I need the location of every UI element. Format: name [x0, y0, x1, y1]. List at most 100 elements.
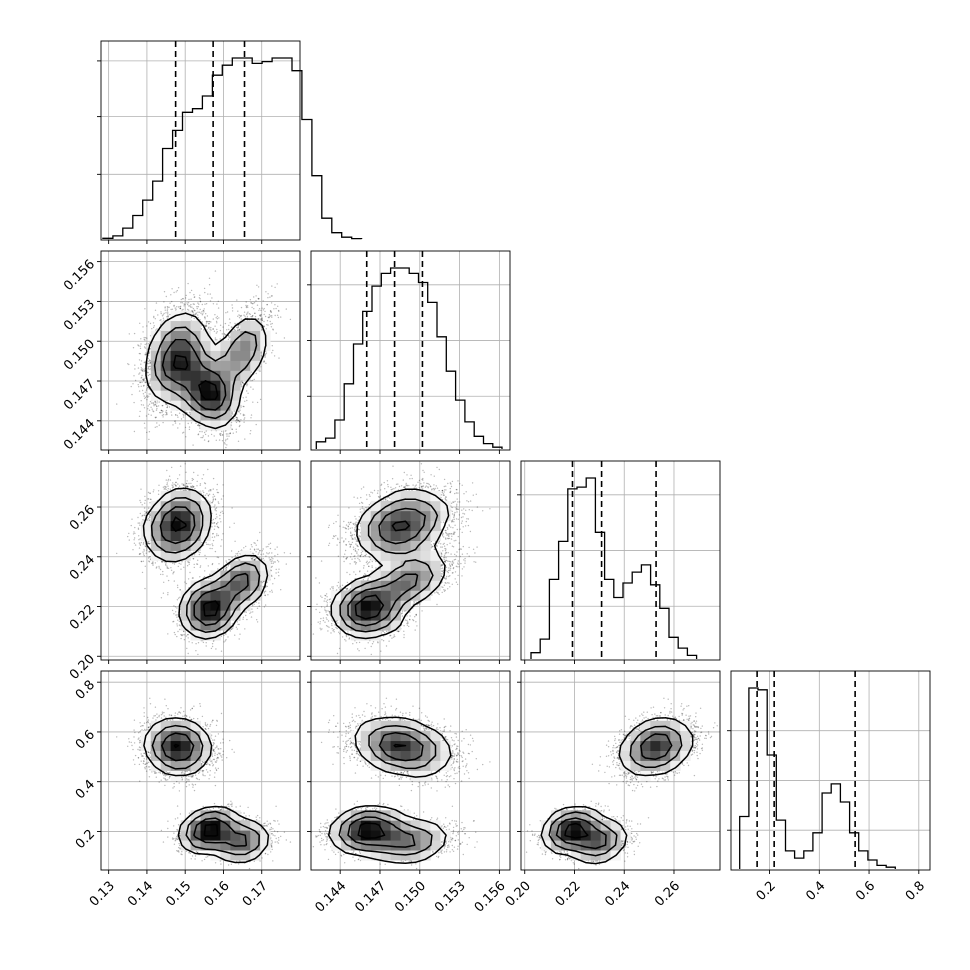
- scatter-point: [449, 569, 451, 571]
- density-cell: [160, 360, 172, 371]
- scatter-point: [217, 501, 219, 503]
- scatter-point: [440, 555, 442, 558]
- scatter-point: [436, 817, 439, 819]
- scatter-point: [156, 405, 158, 408]
- scatter-point: [191, 718, 193, 721]
- scatter-point: [426, 724, 428, 726]
- scatter-point: [160, 714, 163, 716]
- scatter-point: [143, 760, 145, 762]
- scatter-point: [251, 557, 253, 560]
- scatter-point: [202, 769, 205, 772]
- scatter-point: [210, 760, 212, 763]
- scatter-point: [209, 300, 212, 302]
- scatter-point: [207, 565, 209, 567]
- scatter-point: [147, 751, 150, 753]
- scatter-point: [149, 703, 152, 705]
- scatter-point: [582, 804, 585, 806]
- scatter-point: [208, 493, 211, 495]
- scatter-point: [143, 507, 146, 509]
- scatter-point: [320, 617, 322, 620]
- scatter-point: [355, 573, 357, 576]
- density-cell: [430, 520, 441, 532]
- scatter-point: [449, 841, 452, 843]
- scatter-point: [390, 634, 392, 637]
- scatter-point: [388, 640, 390, 642]
- density-cell: [240, 600, 251, 611]
- scatter-point: [325, 826, 327, 829]
- scatter-point: [358, 714, 360, 717]
- scatter-point: [168, 475, 171, 477]
- scatter-point: [174, 307, 176, 309]
- scatter-point: [427, 783, 429, 785]
- scatter-point: [458, 542, 460, 544]
- scatter-point: [238, 421, 241, 423]
- density-cell: [240, 590, 251, 601]
- density-cell: [180, 740, 191, 751]
- scatter-point: [212, 750, 215, 752]
- scatter-point: [447, 825, 449, 827]
- scatter-point: [221, 510, 223, 512]
- scatter-point: [391, 637, 393, 639]
- scatter-point: [443, 542, 445, 545]
- scatter-point: [222, 738, 224, 740]
- scatter-point: [138, 742, 141, 744]
- scatter-point: [153, 405, 155, 407]
- scatter-point: [285, 839, 287, 841]
- scatter-point: [350, 543, 353, 546]
- density-cell: [390, 490, 401, 502]
- scatter-point: [145, 762, 148, 764]
- scatter-point: [442, 586, 444, 589]
- scatter-point: [217, 733, 220, 735]
- scatter-point: [422, 477, 424, 480]
- scatter-point: [155, 405, 158, 407]
- scatter-point: [244, 438, 246, 440]
- scatter-point: [345, 544, 347, 546]
- scatter-point: [173, 631, 176, 634]
- scatter-point: [331, 624, 333, 627]
- scatter-point: [201, 770, 203, 772]
- scatter-point: [272, 562, 274, 565]
- scatter-point: [249, 299, 252, 301]
- scatter-point: [415, 621, 417, 623]
- density-cell: [420, 520, 431, 532]
- density-cell: [360, 510, 372, 522]
- scatter-point: [328, 824, 330, 827]
- scatter-point: [407, 773, 409, 775]
- scatter-point: [218, 807, 220, 809]
- scatter-point: [140, 760, 142, 762]
- scatter-point: [336, 816, 339, 818]
- density-cell: [360, 600, 372, 611]
- scatter-point: [445, 532, 448, 534]
- scatter-point: [452, 560, 454, 562]
- scatter-point: [364, 573, 366, 575]
- scatter-point: [165, 409, 168, 412]
- scatter-point: [466, 843, 468, 846]
- scatter-point: [173, 291, 175, 294]
- scatter-point: [186, 485, 188, 487]
- scatter-point: [265, 555, 267, 557]
- density-cell: [190, 610, 201, 621]
- scatter-point: [201, 321, 203, 323]
- scatter-point: [326, 596, 328, 598]
- scatter-point: [423, 729, 426, 731]
- scatter-point: [357, 549, 360, 551]
- scatter-point: [355, 642, 358, 644]
- scatter-point: [144, 397, 146, 400]
- scatter-point: [160, 311, 162, 313]
- scatter-point: [374, 707, 377, 709]
- scatter-point: [328, 610, 330, 613]
- scatter-point: [454, 524, 456, 526]
- scatter-point: [448, 524, 450, 526]
- scatter-point: [145, 415, 148, 417]
- scatter-point: [253, 296, 255, 298]
- scatter-point: [196, 485, 198, 487]
- scatter-point: [406, 772, 408, 774]
- scatter-point: [132, 347, 135, 349]
- scatter-point: [210, 433, 213, 436]
- scatter-point: [422, 479, 424, 481]
- density-cell: [170, 320, 181, 331]
- scatter-point: [207, 727, 210, 730]
- scatter-point: [148, 438, 150, 441]
- density-cell: [420, 830, 431, 841]
- scatter-point: [219, 518, 221, 520]
